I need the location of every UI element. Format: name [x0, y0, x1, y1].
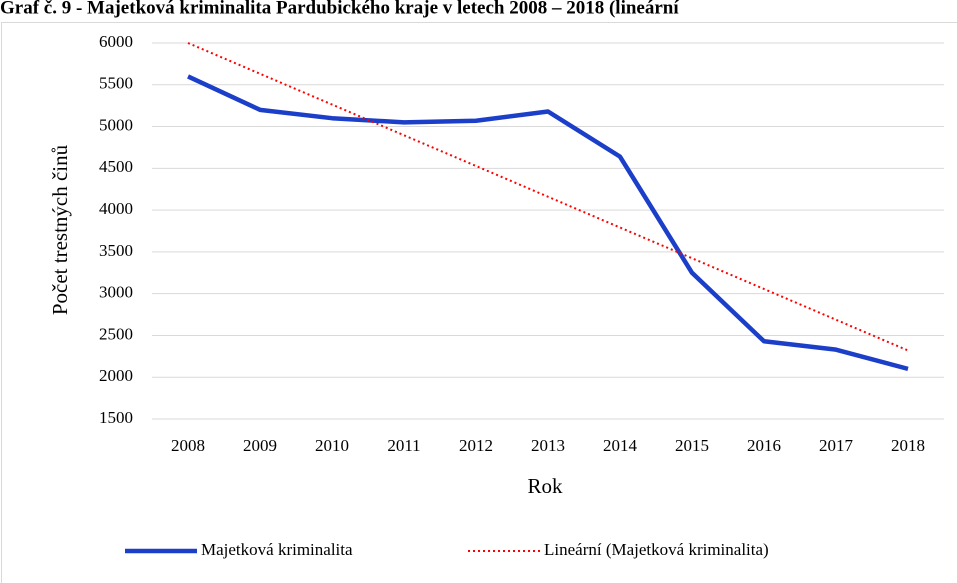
x-tick-label: 2015 [675, 436, 709, 455]
x-tick-label: 2008 [171, 436, 205, 455]
x-tick-label: 2017 [819, 436, 854, 455]
x-tick-label: 2016 [747, 436, 781, 455]
x-tick-label: 2018 [891, 436, 925, 455]
x-axis-title: Rok [527, 474, 563, 498]
y-tick-label: 4500 [99, 157, 133, 176]
y-tick-label: 3000 [99, 283, 133, 302]
y-tick-label: 1500 [99, 408, 133, 427]
chart-border [1, 22, 957, 583]
y-tick-label: 2000 [99, 366, 133, 385]
x-tick-label: 2011 [387, 436, 420, 455]
y-tick-label: 4000 [99, 199, 133, 218]
legend-label: Lineární (Majetková kriminalita) [544, 540, 769, 559]
chart-title: Graf č. 9 - Majetková kriminalita Pardub… [0, 0, 679, 18]
x-tick-label: 2010 [315, 436, 349, 455]
y-tick-label: 5500 [99, 74, 133, 93]
series-line [187, 74, 909, 372]
series-line [187, 42, 909, 352]
y-tick-label: 2500 [99, 324, 133, 343]
y-tick-label: 6000 [99, 32, 133, 51]
x-tick-label: 2013 [531, 436, 565, 455]
x-tick-label: 2012 [459, 436, 493, 455]
legend-label: Majetková kriminalita [201, 540, 353, 559]
x-tick-label: 2014 [603, 436, 638, 455]
y-tick-label: 3500 [99, 241, 133, 260]
y-tick-label: 5000 [99, 115, 133, 134]
x-tick-label: 2009 [243, 436, 277, 455]
y-axis-title: Počet trestných činů [48, 144, 72, 315]
